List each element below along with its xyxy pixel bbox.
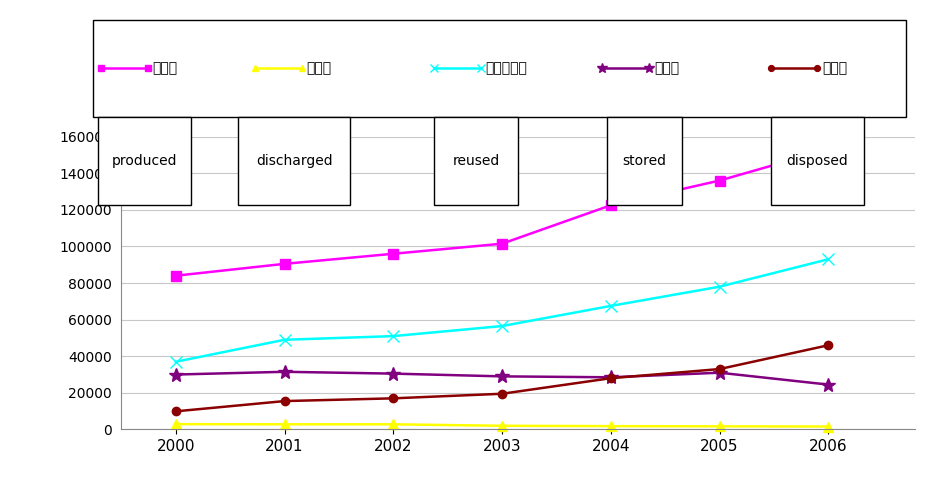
Text: discharged: discharged [256, 154, 333, 168]
Text: stored: stored [622, 154, 667, 168]
Text: produced: produced [112, 154, 177, 168]
Text: 产生量: 产生量 [152, 61, 177, 75]
Text: 处置量: 处置量 [822, 61, 847, 75]
Text: 排放量: 排放量 [306, 61, 332, 75]
Text: 贯存量: 贯存量 [654, 61, 679, 75]
Text: reused: reused [453, 154, 500, 168]
Text: 综合利用量: 综合利用量 [486, 61, 528, 75]
Text: disposed: disposed [786, 154, 848, 168]
